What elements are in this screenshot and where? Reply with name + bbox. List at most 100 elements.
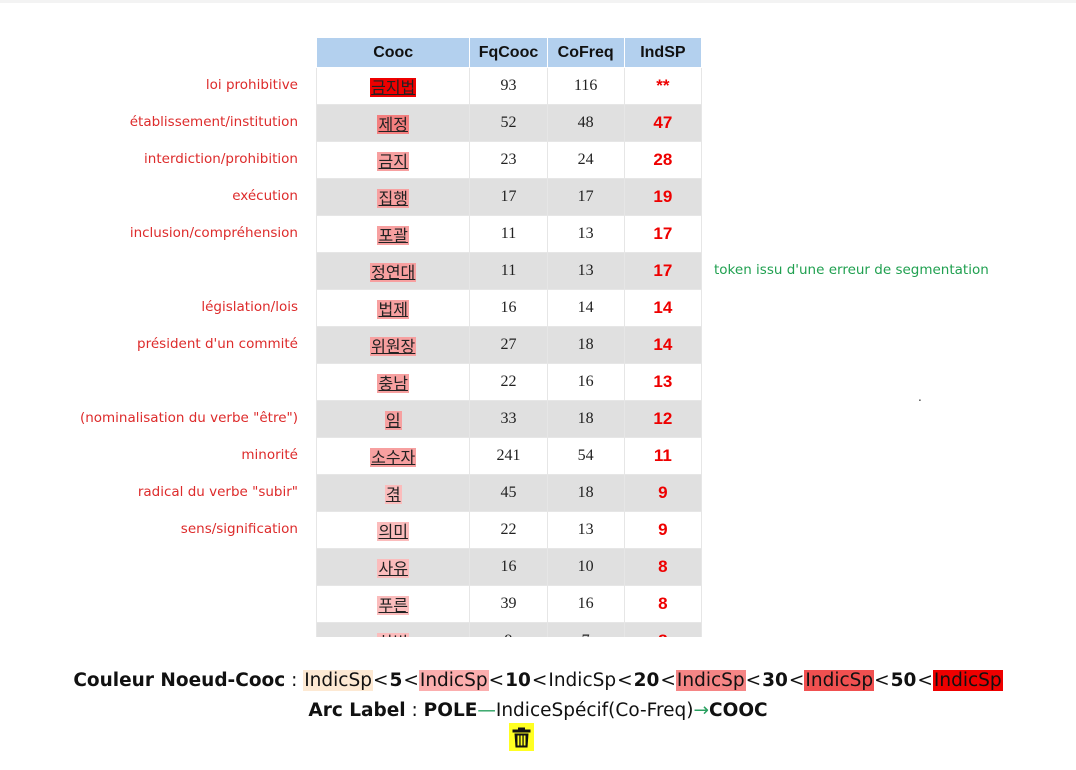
- table-row[interactable]: 제정 52 48 47: [316, 104, 702, 142]
- cell-indsp: 8: [623, 548, 702, 586]
- table-row[interactable]: 소수자 241 54 11: [316, 437, 702, 475]
- cell-indsp: 9: [623, 474, 702, 512]
- table-row[interactable]: 차별 978: [316, 622, 702, 637]
- legend-threshold: 20: [633, 670, 660, 691]
- legend-title: Couleur Noeud-Cooc: [73, 670, 286, 691]
- cooc-node-label[interactable]: 제정: [377, 115, 409, 134]
- table-row[interactable]: 임 33 18 12: [316, 400, 702, 438]
- cooc-node-label[interactable]: 겪: [384, 485, 402, 504]
- cell-fqcooc: 17: [469, 178, 548, 216]
- cell-cooc: 위원장: [316, 326, 471, 364]
- table-row[interactable]: 금지법 93 116 **: [316, 67, 702, 105]
- cell-fqcooc: 16: [469, 289, 548, 327]
- gloss-label: radical du verbe "subir": [137, 484, 298, 500]
- legend-lt: <: [874, 670, 890, 691]
- table-row[interactable]: 법제 16 14 14: [316, 289, 702, 327]
- table-body: 금지법 93 116 ** 제정 52 48 47 금지 23 24 28 집행 17 17 19 포괄 11 13…: [316, 67, 702, 637]
- cell-indsp: 14: [623, 289, 702, 327]
- cell-fqcooc: 52: [469, 104, 548, 142]
- cooc-node-label[interactable]: 금지: [377, 152, 409, 171]
- cell-cooc: 금지: [316, 141, 471, 179]
- cooc-node-label[interactable]: 차별: [377, 633, 409, 637]
- table-row[interactable]: 의미 22 13 9: [316, 511, 702, 549]
- cell-fqcooc: 22: [469, 511, 548, 549]
- table-row[interactable]: 집행 17 17 19: [316, 178, 702, 216]
- header-indsp[interactable]: IndSP: [623, 37, 702, 68]
- table-row[interactable]: 위원장 27 18 14: [316, 326, 702, 364]
- segmentation-note: token issu d'une erreur de segmentation: [714, 262, 989, 278]
- cell-cofreq: 18: [546, 474, 625, 512]
- cooc-node-label[interactable]: 집행: [377, 189, 409, 208]
- cell-indsp: 11: [623, 437, 702, 475]
- legend-lt: <: [403, 670, 419, 691]
- cooc-node-label[interactable]: 소수자: [370, 448, 417, 467]
- cell-cofreq: 116: [546, 67, 625, 105]
- cell-indsp: 8: [623, 622, 702, 637]
- cell-cofreq: 54: [546, 437, 625, 475]
- header-cooc[interactable]: Cooc: [316, 37, 471, 68]
- gloss-label: établissement/institution: [129, 114, 298, 130]
- cooc-node-label[interactable]: 충남: [377, 374, 409, 393]
- table-header-row: Cooc FqCooc CoFreq IndSP: [316, 37, 702, 68]
- table-row[interactable]: 금지 23 24 28: [316, 141, 702, 179]
- cooc-node-label[interactable]: 위원장: [370, 337, 417, 356]
- cell-fqcooc: 93: [469, 67, 548, 105]
- header-fqcooc[interactable]: FqCooc: [469, 37, 548, 68]
- arc-dash: —: [477, 700, 496, 721]
- gloss-label: interdiction/prohibition: [144, 151, 298, 167]
- legend-scale: IndicSp<5<IndicSp<10<IndicSp<20<IndicSp<…: [303, 670, 1003, 691]
- cell-fqcooc: 22: [469, 363, 548, 401]
- cell-fqcooc: 39: [469, 585, 548, 623]
- table-row[interactable]: 사유 16 10 8: [316, 548, 702, 586]
- legend-swatch: IndicSp: [418, 670, 489, 691]
- legend-swatch: IndicSp: [548, 670, 617, 691]
- header-cofreq[interactable]: CoFreq: [546, 37, 625, 68]
- cooc-node-label[interactable]: 법제: [377, 300, 409, 319]
- cell-indsp: 14: [623, 326, 702, 364]
- table-row[interactable]: 정연대 11 13 17: [316, 252, 702, 290]
- cooc-table-scroll[interactable]: Cooc FqCooc CoFreq IndSP 금지법 93 116 ** 제정 52 4…: [316, 37, 702, 637]
- cell-cofreq: 13: [546, 215, 625, 253]
- table-row[interactable]: 포괄 11 13 17: [316, 215, 702, 253]
- legend-threshold: 5: [389, 670, 403, 691]
- trash-button[interactable]: [509, 723, 534, 751]
- cell-cofreq: 13: [546, 252, 625, 290]
- cell-indsp: 12: [623, 400, 702, 438]
- gloss-label: minorité: [241, 447, 298, 463]
- cooc-node-label[interactable]: 의미: [377, 522, 409, 541]
- table-row[interactable]: 겪 45 18 9: [316, 474, 702, 512]
- legend-lt: <: [788, 670, 805, 691]
- legend-lt: <: [372, 670, 389, 691]
- legend-threshold: 30: [762, 670, 788, 691]
- cell-indsp: 9: [623, 511, 702, 549]
- gloss-label: (nominalisation du verbe "être"): [79, 410, 298, 426]
- cell-cooc: 겪: [316, 474, 471, 512]
- cell-fqcooc: 27: [469, 326, 548, 364]
- arc-middle: IndiceSpécif(Co-Freq): [495, 700, 694, 721]
- cooc-node-label[interactable]: 정연대: [370, 263, 417, 282]
- legend-threshold: 10: [505, 670, 531, 691]
- legend-lt: <: [660, 670, 676, 691]
- gloss-label: président d'un commité: [137, 336, 298, 352]
- cell-cofreq: 14: [546, 289, 625, 327]
- cell-indsp: 8: [623, 585, 702, 623]
- color-legend: Couleur Noeud-Cooc : IndicSp<5<IndicSp<1…: [0, 670, 1076, 691]
- cooc-node-label[interactable]: 임: [384, 411, 402, 430]
- legend-separator: :: [291, 670, 298, 691]
- table-row[interactable]: 충남 22 16 13: [316, 363, 702, 401]
- cell-cofreq: 18: [546, 400, 625, 438]
- cooc-node-label[interactable]: 사유: [377, 559, 409, 578]
- legend-swatch: IndicSp: [303, 670, 373, 691]
- cooc-node-label[interactable]: 금지법: [370, 78, 417, 97]
- cell-cooc: 의미: [316, 511, 471, 549]
- gloss-label: exécution: [232, 188, 298, 204]
- cooc-node-label[interactable]: 포괄: [377, 226, 409, 245]
- arc-pole: POLE: [423, 700, 478, 721]
- cell-indsp: 28: [623, 141, 702, 179]
- cell-cooc: 포괄: [316, 215, 471, 253]
- table-row[interactable]: 푸른 39 16 8: [316, 585, 702, 623]
- cell-fqcooc: 241: [469, 437, 548, 475]
- cell-indsp: 13: [623, 363, 702, 401]
- cooc-node-label[interactable]: 푸른: [377, 596, 409, 615]
- stray-dot: .: [918, 390, 922, 404]
